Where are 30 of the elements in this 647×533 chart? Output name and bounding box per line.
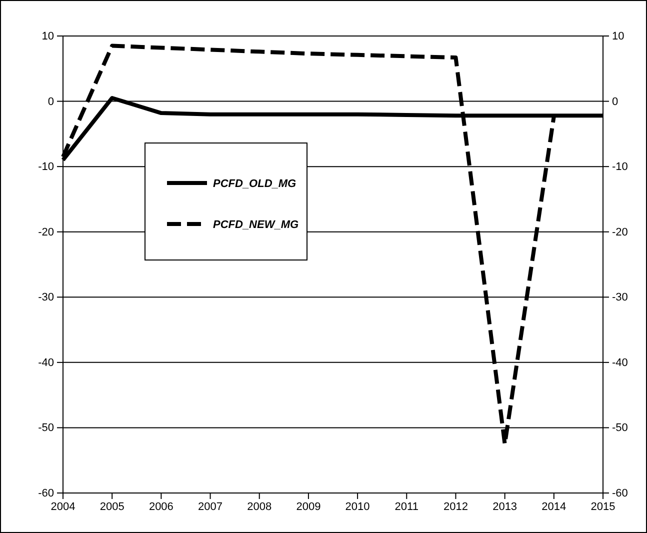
y2-tick-label: -40 xyxy=(612,356,628,369)
x-tick-label: 2006 xyxy=(148,500,174,513)
x-tick-label: 2005 xyxy=(100,500,124,513)
x-tick-label: 2014 xyxy=(542,500,566,513)
x-tick-label: 2007 xyxy=(198,500,223,513)
y-tick-label: -30 xyxy=(38,292,54,304)
y-tick-label: -10 xyxy=(38,161,54,174)
y2-tick-label: -50 xyxy=(612,422,628,434)
y-tick-label: -40 xyxy=(38,356,54,369)
y2-tick-label: -30 xyxy=(612,292,628,304)
y-tick-label: 10 xyxy=(42,30,54,43)
x-tick-label: 2008 xyxy=(247,500,272,513)
y2-tick-label: -20 xyxy=(612,226,628,238)
y2-tick-label: -60 xyxy=(612,488,628,500)
x-tick-label: 2010 xyxy=(345,500,370,513)
y-tick-label: -60 xyxy=(38,488,54,500)
y2-tick-label: 0 xyxy=(612,96,618,108)
y-tick-label: -50 xyxy=(38,422,54,434)
x-tick-label: 2012 xyxy=(443,500,468,513)
x-tick-label: 2015 xyxy=(590,500,616,513)
x-tick-label: 2004 xyxy=(50,500,76,513)
x-tick-label: 2013 xyxy=(492,500,518,513)
x-tick-label: 2011 xyxy=(394,500,418,513)
legend-label: PCFD_NEW_MG xyxy=(213,219,300,231)
y2-tick-label: 10 xyxy=(612,30,624,43)
legend-label: PCFD_OLD_MG xyxy=(213,178,297,190)
x-tick-label: 2009 xyxy=(296,500,321,513)
y2-tick-label: -10 xyxy=(612,161,628,174)
y-tick-label: -20 xyxy=(38,226,54,238)
y-tick-label: 0 xyxy=(48,96,54,108)
